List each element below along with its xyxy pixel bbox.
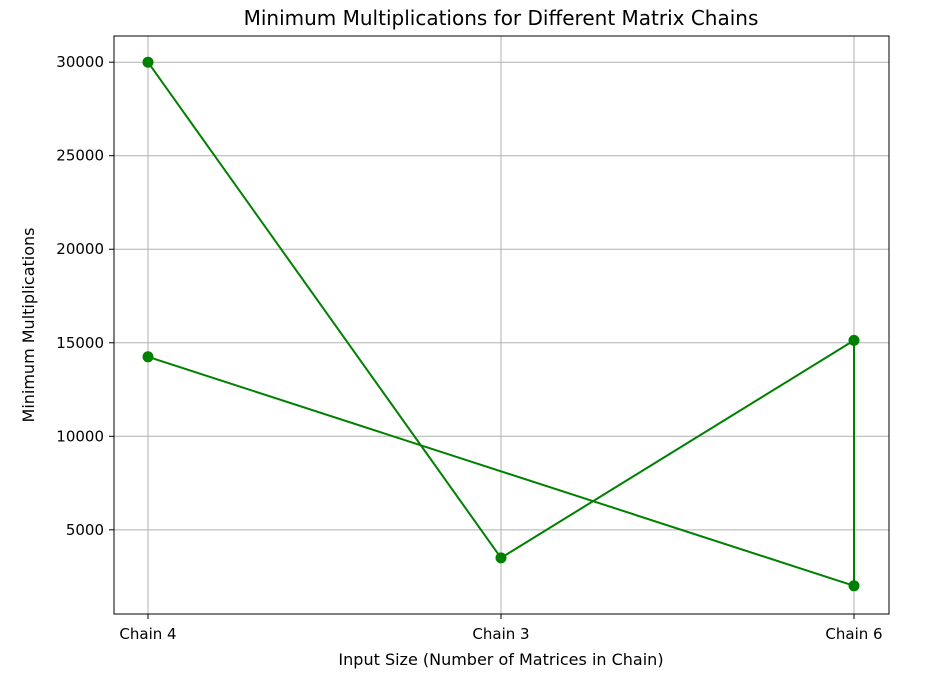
y-tick-label: 15000 <box>56 334 104 352</box>
y-tick-label: 10000 <box>56 427 104 445</box>
axis-ticks: Chain 4 Chain 3 Chain 6 5000 10000 15000 20000… <box>56 53 882 643</box>
grid <box>114 36 889 614</box>
y-tick-label: 25000 <box>56 147 104 165</box>
x-tick-label: Chain 6 <box>825 625 882 643</box>
x-tick-label: Chain 3 <box>472 625 529 643</box>
data-point-marker <box>142 56 154 68</box>
data-point-marker <box>495 552 507 564</box>
data-point-marker <box>848 334 860 346</box>
y-axis-label: Minimum Multiplications <box>19 228 38 423</box>
y-tick-label: 20000 <box>56 240 104 258</box>
y-tick-label: 5000 <box>66 521 104 539</box>
data-point-marker <box>142 351 154 363</box>
series-line-group <box>142 56 860 592</box>
data-point-marker <box>848 580 860 592</box>
y-tick-label: 30000 <box>56 53 104 71</box>
x-axis-label: Input Size (Number of Matrices in Chain) <box>338 650 663 669</box>
x-tick-label: Chain 4 <box>119 625 176 643</box>
chart-title: Minimum Multiplications for Different Ma… <box>244 6 759 30</box>
